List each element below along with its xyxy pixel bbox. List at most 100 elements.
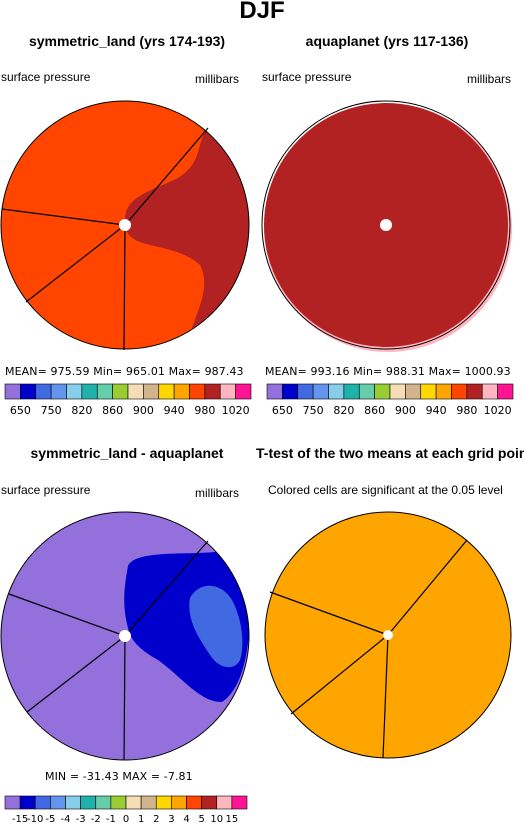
cbar2-swatch-2 [282,383,299,400]
coastline-2 [8,593,126,637]
cbar1-tick-label: 900 [133,404,154,417]
cbar2-tick-label: 940 [426,404,447,417]
cbar2-swatch-6 [343,383,360,400]
cbar1-swatch-1 [4,383,21,400]
cbar2-tick-label: 650 [272,404,293,417]
coastline-2 [269,591,389,636]
cbar2-swatch-11 [420,383,437,400]
strong-difference-region [189,585,243,668]
panel-3-stats: MIN = -31.43 MAX = -7.81 [45,770,193,783]
cbar3-tick-label: 4 [183,814,189,825]
cbar1-tick-label: 980 [194,404,215,417]
coastline-4 [382,634,389,759]
cbar3-swatch-11 [155,795,172,810]
coastline-4 [123,635,126,761]
cbar2-tick-label: 980 [456,404,477,417]
cbar2-swatch-12 [435,383,452,400]
cbar1-swatch-4 [50,383,67,400]
cbar2-swatch-4 [312,383,329,400]
cbar3-swatch-15 [216,795,233,810]
panel-2-title: aquaplanet (yrs 117-136) [305,33,469,49]
panel-3-units-label: millibars [195,486,240,500]
cbar1-tick-label: 860 [102,404,123,417]
panel-4-map [264,511,512,759]
cbar3-swatch-3 [34,795,51,810]
cbar3-swatch-14 [201,795,218,810]
high-pressure-region [124,128,249,330]
panel-2-map [261,100,512,352]
cbar3-tick-label: -2 [91,814,101,825]
panel-4-title: T-test of the two means at each grid poi… [256,445,524,461]
panel-2-colorbar: 650 750 820 860 900 940 980 1020 [266,383,514,417]
panel-2-stats: MEAN= 993.16 Min= 988.31 Max= 1000.93 [265,365,511,378]
pole-marker [119,630,131,642]
cbar3-swatch-5 [65,795,81,810]
cbar3-swatch-6 [80,795,97,810]
cbar3-swatch-7 [95,795,112,810]
cbar3-tick-label: -1 [106,814,116,825]
panel-1-colorbar: 650 750 820 860 900 940 980 1020 [4,383,252,417]
cbar3-swatch-8 [110,795,127,810]
cbar2-swatch-10 [405,383,422,400]
panel-4-note: Colored cells are significant at the 0.0… [268,483,503,497]
cbar3-tick-label: 15 [226,814,239,825]
cbar1-swatch-13 [189,383,206,400]
map-border [0,511,250,761]
pole-marker [380,219,392,231]
cbar3-tick-label: 5 [198,814,204,825]
cbar3-swatch-2 [19,795,36,810]
cbar1-swatch-15 [219,383,236,400]
panel-1-map [0,100,250,351]
pole-marker [119,219,131,231]
cbar2-swatch-7 [358,383,375,400]
panel-1-variable-label: surface pressure [1,70,91,84]
main-title: DJF [239,0,285,24]
cbar3-swatch-13 [186,795,202,810]
cbar1-swatch-10 [143,383,160,400]
cbar1-swatch-11 [158,383,175,400]
cbar3-tick-label: 2 [153,814,159,825]
cbar1-swatch-12 [173,383,190,400]
cbar3-tick-label: 10 [210,814,223,825]
cbar2-swatch-8 [374,383,391,400]
cbar2-swatch-1 [266,383,283,400]
cbar2-swatch-3 [297,383,314,400]
cbar1-tick-label: 940 [164,404,185,417]
cbar1-tick-label: 820 [71,404,92,417]
cbar1-tick-label: 1020 [222,404,250,417]
cbar3-swatch-16 [231,795,248,810]
panel-2-variable-label: surface pressure [262,70,352,84]
cbar1-tick-label: 650 [10,404,31,417]
cbar2-tick-label: 900 [395,404,416,417]
cbar3-swatch-1 [4,795,21,810]
cbar2-swatch-9 [389,383,406,400]
cbar3-tick-label: 0 [123,814,129,825]
coastline-4 [123,224,126,351]
pole-marker [383,630,393,640]
cbar2-tick-label: 750 [303,404,324,417]
panel-3-title: symmetric_land - aquaplanet [30,445,224,461]
panel-3-map [0,511,250,761]
cbar3-tick-label: -10 [27,814,43,825]
map-border [261,100,511,350]
cbar3-swatch-4 [50,795,66,810]
map-border [0,100,250,350]
panel-3-colorbar: -15-10 -5 -4 -3 -2 -1 0 1 2 3 4 5 10 15 [4,795,248,825]
cbar2-tick-label: 860 [364,404,385,417]
cbar2-swatch-16 [497,383,514,400]
cbar3-swatch-9 [125,795,142,810]
coastline-2 [25,224,126,303]
panel-3-variable-label: surface pressure [1,483,91,497]
cbar1-swatch-8 [112,383,129,400]
cbar3-tick-label: -3 [76,814,86,825]
cbar1-swatch-16 [235,383,252,400]
cbar3-tick-label: 3 [168,814,174,825]
cbar1-swatch-9 [127,383,144,400]
cbar3-tick-label: -15 [12,814,28,825]
cbar2-swatch-15 [481,383,498,400]
panel-1-stats: MEAN= 975.59 Min= 965.01 Max= 987.43 [5,365,244,378]
cbar3-tick-label: -5 [45,814,55,825]
coastline-1 [124,127,209,226]
coastline-1 [387,539,468,636]
coastline-3 [1,208,126,226]
